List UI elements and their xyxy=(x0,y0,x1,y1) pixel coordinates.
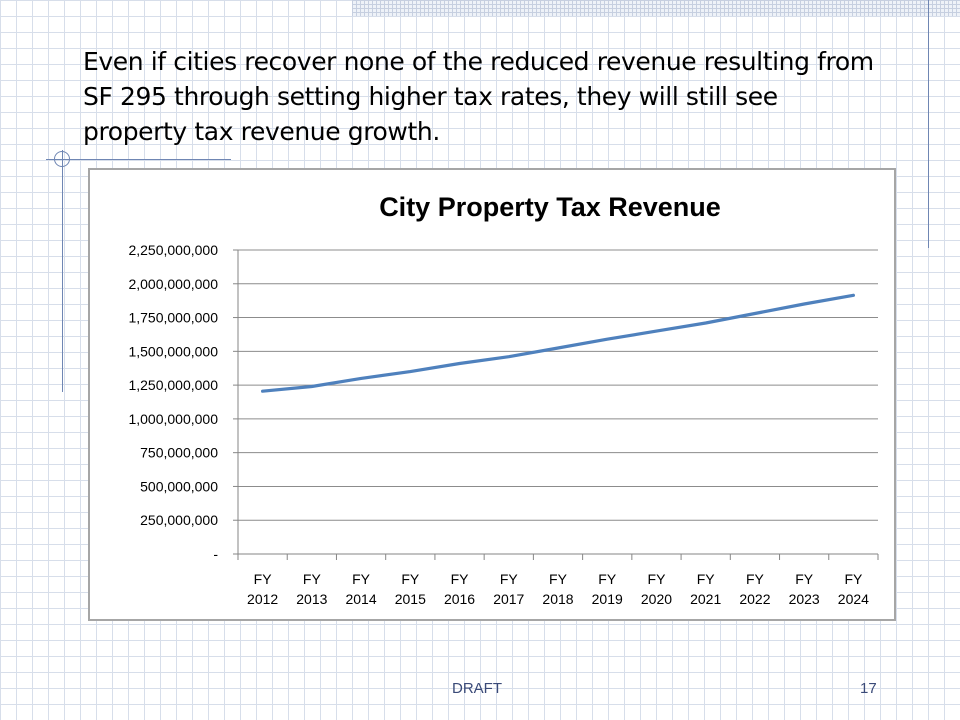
y-tick-label: 750,000,000 xyxy=(140,445,218,461)
x-tick-label: 2017 xyxy=(493,591,524,607)
x-tick-label: FY xyxy=(598,571,617,587)
x-tick-label: 2021 xyxy=(690,591,721,607)
x-tick-label: 2022 xyxy=(739,591,770,607)
y-tick-label: 2,250,000,000 xyxy=(128,242,218,258)
x-tick-label: 2024 xyxy=(838,591,869,607)
x-tick-label: FY xyxy=(549,571,568,587)
x-tick-label: FY xyxy=(352,571,371,587)
y-tick-label: 1,250,000,000 xyxy=(128,377,218,393)
decorative-crosshair-circle xyxy=(54,151,70,167)
x-tick-label: FY xyxy=(401,571,420,587)
y-tick-label: 1,000,000,000 xyxy=(128,411,218,427)
x-tick-label: 2019 xyxy=(592,591,623,607)
x-tick-label: FY xyxy=(254,571,273,587)
series-line xyxy=(261,293,856,393)
x-tick-label: FY xyxy=(844,571,863,587)
x-tick-label: 2018 xyxy=(542,591,573,607)
decorative-top-band xyxy=(352,0,960,16)
footer-draft-label: DRAFT xyxy=(452,680,502,697)
y-tick-label: - xyxy=(213,546,218,562)
x-tick-label: FY xyxy=(746,571,765,587)
x-tick-label: FY xyxy=(697,571,716,587)
x-tick-label: 2020 xyxy=(641,591,672,607)
chart-title: City Property Tax Revenue xyxy=(379,192,721,222)
y-tick-label: 1,500,000,000 xyxy=(128,343,218,359)
y-tick-label: 2,000,000,000 xyxy=(128,276,218,292)
x-tick-label: FY xyxy=(451,571,470,587)
page-number: 17 xyxy=(860,680,877,697)
x-tick-label: 2014 xyxy=(345,591,376,607)
x-tick-label: 2016 xyxy=(444,591,475,607)
x-tick-label: 2015 xyxy=(395,591,426,607)
y-tick-label: 1,750,000,000 xyxy=(128,310,218,326)
decorative-vertical-rule-right xyxy=(928,0,929,248)
x-tick-label: FY xyxy=(648,571,667,587)
x-tick-label: FY xyxy=(795,571,814,587)
x-tick-label: FY xyxy=(500,571,519,587)
y-tick-label: 250,000,000 xyxy=(140,512,218,528)
x-tick-label: 2012 xyxy=(247,591,278,607)
x-tick-label: 2013 xyxy=(296,591,327,607)
x-tick-label: FY xyxy=(303,571,322,587)
y-tick-label: 500,000,000 xyxy=(140,478,218,494)
x-tick-label: 2023 xyxy=(789,591,820,607)
decorative-horizontal-rule xyxy=(46,159,231,160)
chart-frame: City Property Tax Revenue - 250,000,000 500… xyxy=(88,168,896,621)
decorative-vertical-rule-left xyxy=(62,150,63,392)
slide-title: Even if cities recover none of the reduc… xyxy=(83,47,874,146)
line-chart: City Property Tax Revenue - 250,000,000 500… xyxy=(128,192,879,607)
